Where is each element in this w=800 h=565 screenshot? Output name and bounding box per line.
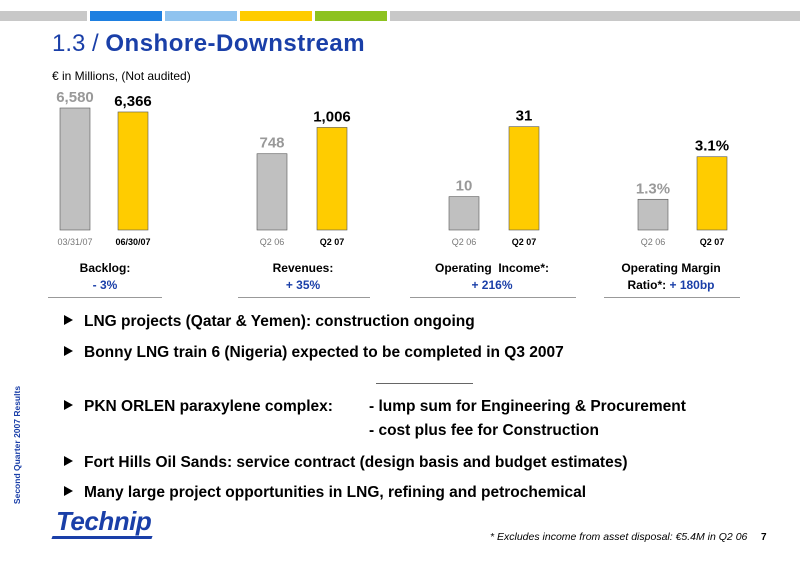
- page-title: 1.3 / Onshore-Downstream: [52, 30, 365, 58]
- bullet-text: Fort Hills Oil Sands: service contract (…: [84, 454, 628, 471]
- bar-3-0: [637, 198, 669, 231]
- bar-value-label-0-0: 6,580: [56, 89, 94, 106]
- bar-3-1: [696, 156, 728, 231]
- title-text: Onshore-Downstream: [105, 30, 366, 57]
- metric-operating-income-name: Operating Income*:: [434, 261, 550, 275]
- top-bar-segment-lightblue: [165, 11, 237, 21]
- metric-backlog: Backlog: - 3%: [50, 260, 160, 294]
- category-label-3-0: Q2 06: [641, 237, 666, 247]
- category-label-1-1: Q2 07: [320, 237, 345, 247]
- top-color-bar: [0, 11, 800, 21]
- metric-operating-income: Operating Income*: + 216%: [412, 260, 572, 294]
- bar-value-label-0-1: 6,366: [114, 93, 152, 110]
- category-label-0-1: 06/30/07: [115, 237, 150, 247]
- page-number: 7: [761, 532, 767, 543]
- metric-revenues-change: + 35%: [285, 278, 321, 292]
- bar-2-0: [448, 196, 480, 231]
- bullet-opportunities: Many large project opportunities in LNG,…: [64, 484, 586, 502]
- bullet-text: LNG projects (Qatar & Yemen): constructi…: [84, 313, 475, 330]
- category-label-2-1: Q2 07: [512, 237, 537, 247]
- metric-operating-margin-change-label: Ratio*:: [627, 278, 667, 292]
- metric-backlog-change: - 3%: [92, 278, 118, 292]
- units-note: € in Millions, (Not audited): [52, 69, 191, 83]
- pkn-detail-2: - cost plus fee for Construction: [369, 422, 599, 439]
- bar-value-label-2-1: 31: [516, 108, 533, 125]
- metric-separator-3: [410, 297, 576, 298]
- metric-revenues-name: Revenues:: [272, 261, 334, 275]
- category-label-0-0: 03/31/07: [57, 237, 92, 247]
- side-label: Second Quarter 2007 Results: [12, 385, 22, 505]
- bar-charts: 6,580 03/31/07 6,366 06/30/07 748 Q2 06 1,006 Q…: [56, 89, 729, 247]
- metric-separator-1: [48, 297, 162, 298]
- category-label-1-0: Q2 06: [260, 237, 285, 247]
- metric-operating-margin: Operating Margin Ratio*: + 180bp: [606, 260, 736, 294]
- bar-value-label-2-0: 10: [456, 178, 473, 195]
- metric-backlog-name: Backlog:: [79, 261, 131, 275]
- bar-value-label-3-0: 1.3%: [636, 180, 670, 197]
- bar-1-0: [256, 153, 288, 231]
- top-bar-segment-yellow: [240, 11, 312, 21]
- bar-value-label-1-0: 748: [259, 135, 284, 152]
- top-bar-segment-blue: [90, 11, 162, 21]
- technip-logo: Technip: [56, 506, 152, 536]
- metric-separator-4: [604, 297, 740, 298]
- top-bar-segment-gray-right: [390, 11, 800, 21]
- bullet-arrow-icon: [64, 456, 73, 466]
- category-label-3-1: Q2 07: [700, 237, 725, 247]
- bullet-arrow-icon: [64, 346, 73, 356]
- bullet-arrow-icon: [64, 315, 73, 325]
- bar-value-label-1-1: 1,006: [313, 108, 351, 125]
- bullet-arrow-icon: [64, 486, 73, 496]
- top-bar-segment-gray: [0, 11, 87, 21]
- bar-0-0: [59, 107, 91, 231]
- bullet-bonny-lng: Bonny LNG train 6 (Nigeria) expected to …: [64, 344, 564, 362]
- top-bar-segment-green: [315, 11, 387, 21]
- footnote: * Excludes income from asset disposal: €…: [490, 531, 748, 543]
- bullet-text: Bonny LNG train 6 (Nigeria) expected to …: [84, 344, 564, 361]
- metric-operating-income-change: + 216%: [471, 278, 513, 292]
- bullet-arrow-icon: [64, 400, 73, 410]
- pkn-detail-1: - lump sum for Engineering & Procurement: [369, 398, 686, 415]
- bar-0-1: [117, 111, 149, 231]
- bar-value-label-3-1: 3.1%: [695, 138, 729, 155]
- metric-revenues: Revenues: + 35%: [243, 260, 363, 294]
- logo-underline: [51, 536, 153, 539]
- category-label-2-0: Q2 06: [452, 237, 477, 247]
- metric-operating-margin-change: + 180bp: [669, 278, 715, 292]
- bullet-text: Many large project opportunities in LNG,…: [84, 484, 587, 501]
- bar-2-1: [508, 126, 540, 231]
- bullet-text: PKN ORLEN paraxylene complex:: [84, 398, 333, 415]
- metric-operating-margin-name: Operating Margin: [621, 261, 721, 275]
- bullet-lng-projects: LNG projects (Qatar & Yemen): constructi…: [64, 313, 475, 331]
- metric-separator-2: [238, 297, 370, 298]
- section-divider: [376, 383, 473, 384]
- bullet-pkn-orlen: PKN ORLEN paraxylene complex: - lump sum…: [64, 398, 686, 439]
- section-number: 1.3 /: [52, 30, 99, 57]
- bullet-fort-hills: Fort Hills Oil Sands: service contract (…: [64, 454, 628, 472]
- bar-1-1: [316, 127, 348, 231]
